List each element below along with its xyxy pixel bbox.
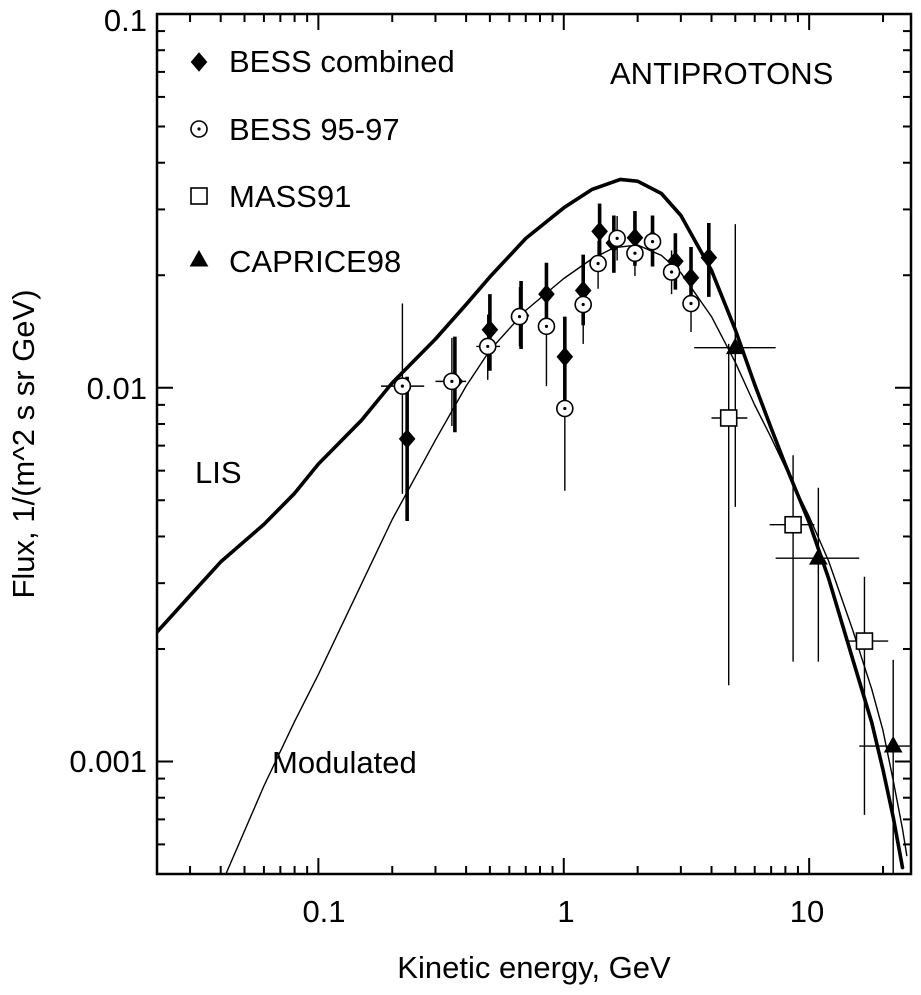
bess-95-97-point-1: [443, 372, 461, 391]
bess-95-97-point-5-dot: [563, 406, 567, 411]
bess-95-97-point-6: [574, 295, 592, 314]
chart-title-antiprotons: ANTIPROTONS: [610, 56, 833, 91]
bess-95-97-point-4-dot: [544, 324, 549, 328]
legend-symbol-bess-combined: [190, 52, 208, 72]
bess-combined-point-5: [556, 347, 574, 367]
legend-label-caprice98: CAPRICE98: [229, 244, 401, 279]
bess-95-97-point-11: [662, 263, 681, 281]
bess-95-97-point-10-dot: [650, 240, 655, 244]
bess-95-97-point-5: [556, 399, 574, 418]
caprice98-point-0: [725, 337, 745, 355]
error-bars-layer: [381, 203, 911, 874]
bess-95-97-point-9-dot: [633, 251, 637, 255]
bess-combined-point-7: [591, 221, 608, 242]
bess-combined-point-12: [682, 267, 700, 288]
caprice98-point-1: [808, 548, 828, 565]
x-axis-label: Kinetic energy, GeV: [397, 950, 671, 985]
curve-label-lis: LIS: [195, 455, 242, 490]
ticks-layer: [157, 13, 911, 875]
x-tick-label-10: 10: [790, 894, 824, 929]
legend-symbol-bess-95-97: [190, 120, 208, 138]
bess-95-97-point-11-dot: [669, 270, 674, 274]
x-tick-label-1: 1: [557, 894, 574, 929]
legend-symbol-bess-95-97-dot: [197, 127, 201, 131]
bess-95-97-point-12-dot: [689, 301, 693, 306]
curve-lis: [157, 177, 905, 870]
legend-symbols: [189, 52, 209, 267]
bess-combined-point-9: [626, 227, 644, 248]
mass91-point-0: [719, 409, 738, 427]
bess-95-97-point-1-dot: [450, 379, 454, 383]
bess-95-97-point-10: [643, 232, 662, 251]
bess-combined-point-13: [700, 247, 718, 268]
bess-combined-point-2: [481, 319, 499, 340]
bess-95-97-point-2: [478, 337, 497, 356]
mass91-point-1: [784, 515, 802, 534]
bess-95-97-point-3-dot: [517, 315, 522, 319]
bess-95-97-point-0-dot: [400, 384, 404, 388]
legend-symbol-mass91: [190, 187, 208, 205]
mass91-point-2: [855, 632, 874, 650]
y-axis-label: Flux, 1/(m^2 s sr GeV): [6, 289, 41, 598]
bess-95-97-point-4: [537, 317, 556, 336]
markers-layer: [393, 221, 903, 753]
bess-95-97-point-0: [393, 377, 412, 395]
y-tick-label-0.001: 0.001: [69, 744, 147, 779]
curve-label-modulated: Modulated: [272, 745, 417, 780]
caprice98-point-2: [883, 736, 903, 753]
y-tick-label-0.1: 0.1: [104, 3, 147, 38]
y-tick-label-0.01: 0.01: [87, 371, 147, 406]
bess-95-97-point-12: [682, 294, 700, 313]
legend-label-bess-95-97: BESS 95-97: [229, 112, 400, 147]
legend: BESS combined BESS 95-97 MASS91 CAPRICE9…: [189, 44, 455, 279]
bess-95-97-point-6-dot: [581, 302, 585, 307]
legend-label-bess-combined: BESS combined: [229, 44, 455, 79]
bess-combined-point-4: [538, 284, 555, 304]
x-tick-label-0.1: 0.1: [302, 894, 345, 929]
bess-combined-point-0: [398, 429, 416, 449]
bess-95-97-point-7: [589, 254, 607, 273]
bess-95-97-point-2-dot: [486, 344, 490, 349]
plot-frame: [155, 12, 913, 876]
bess-95-97-point-7-dot: [596, 261, 600, 266]
legend-label-mass91: MASS91: [229, 179, 351, 214]
bess-95-97-point-3: [510, 307, 529, 326]
bess-95-97-point-8: [608, 229, 626, 248]
legend-symbol-caprice98: [189, 249, 209, 267]
bess-95-97-point-9: [626, 244, 644, 263]
bess-95-97-point-8-dot: [615, 236, 619, 240]
